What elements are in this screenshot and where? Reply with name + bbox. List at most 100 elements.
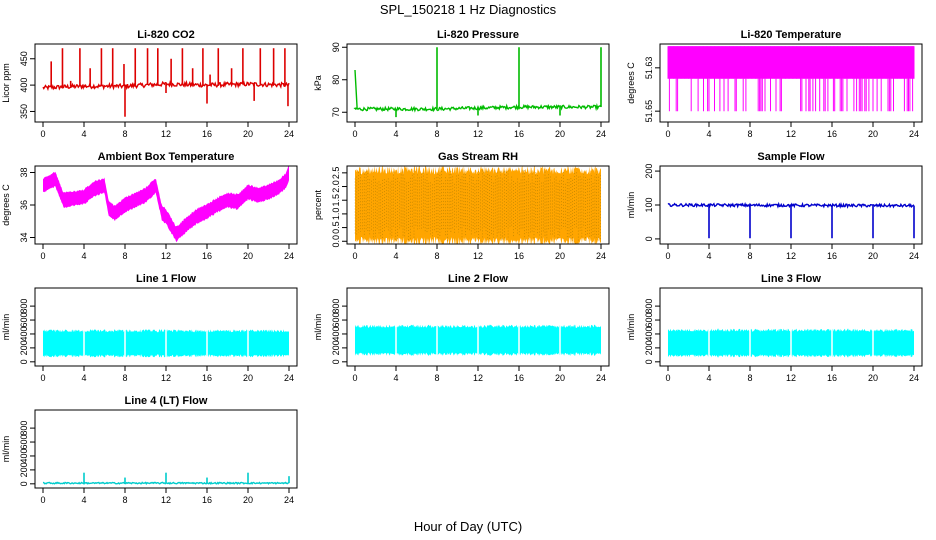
panel-10-series (42, 472, 290, 486)
panel-8-y-tick-label-2: 200 (331, 340, 341, 355)
panel-8-y-tick-label-5: 800 (331, 299, 341, 314)
panel-3-x-tick-label-12: 12 (786, 129, 796, 139)
panel-1-y-tick-label-2: 400 (19, 78, 29, 93)
panel-4-x-tick-label-12: 12 (161, 251, 171, 261)
panel-2-y-axis-label: kPa (313, 75, 323, 91)
panel-7-x-tick-label-16: 16 (202, 373, 212, 383)
panel-4-x-tick-label-4: 4 (81, 251, 86, 261)
figure-title: SPL_150218 1 Hz Diagnostics (380, 2, 557, 17)
panel-2-x-tick-label-24: 24 (596, 129, 606, 139)
panel-7-x-tick-label-20: 20 (243, 373, 253, 383)
panel-1: Li-820 CO2 Licor ppm 0 4 8 12 16 20 24 350 400 450 (1, 29, 298, 139)
panel-7-y-axis-label: ml/min (1, 314, 11, 341)
panel-2-line (353, 69, 602, 113)
panel-7-x-tick-label-12: 12 (161, 373, 171, 383)
panel-5-x-tick-label-8: 8 (434, 251, 439, 261)
panel-9-y-tick-label-4: 600 (644, 313, 654, 328)
panel-4-band-fill (43, 166, 289, 243)
panel-6-x-tick-label-4: 4 (706, 251, 711, 261)
panel-3-y-tick-label-1: 51.65 (644, 100, 654, 123)
panel-10-x-tick-label-12: 12 (161, 495, 171, 505)
panel-9-y-tick-label-1: 0 (644, 359, 654, 364)
panel-1-series (42, 48, 290, 117)
panel-2-x-tick-label-0: 0 (352, 129, 357, 139)
panel-9-x-tick-label-24: 24 (909, 373, 919, 383)
panel-4-y-axis-label: degrees C (1, 184, 11, 226)
panel-1-x-tick-label-4: 4 (81, 129, 86, 139)
panel-6-x-tick-label-20: 20 (868, 251, 878, 261)
panel-10-y-tick-label-2: 200 (19, 462, 29, 477)
panel-8-x-tick-label-16: 16 (514, 373, 524, 383)
panel-1-title: Li-820 CO2 (137, 29, 194, 41)
panel-5-y-axis-label: percent (313, 189, 323, 220)
panel-7-y-tick-label-4: 600 (19, 313, 29, 328)
panel-2-x-tick-label-4: 4 (393, 129, 398, 139)
panel-8-x-tick-label-0: 0 (352, 373, 357, 383)
panel-1-x-tick-label-20: 20 (243, 129, 253, 139)
panel-2-x-tick-label-20: 20 (555, 129, 565, 139)
panel-9-x-tick-label-12: 12 (786, 373, 796, 383)
panel-2: Li-820 Pressure kPa 0 4 8 12 16 20 24 70 80 90 (313, 29, 610, 139)
panel-10-y-tick-label-4: 600 (19, 435, 29, 450)
panel-10-y-tick-label-3: 400 (19, 448, 29, 463)
panel-3-x-tick-label-4: 4 (706, 129, 711, 139)
panel-4-y-tick-label-3: 38 (19, 167, 29, 177)
panel-9-series (668, 288, 914, 366)
panel-6-x-tick-label-0: 0 (665, 251, 670, 261)
panel-5-x-tick-label-0: 0 (352, 251, 357, 261)
panel-9-y-tick-label-2: 200 (644, 340, 654, 355)
panel-3-series (667, 46, 915, 112)
panel-10-y-axis-label: ml/min (1, 436, 11, 463)
panel-7: Line 1 Flow ml/min 0 4 8 12 16 20 24 0 20040060080… (1, 273, 298, 383)
panel-7-title: Line 1 Flow (136, 273, 196, 285)
panel-5-y-tick-label-2: 0.5 (331, 221, 341, 234)
figure-x-axis-label: Hour of Day (UTC) (414, 519, 522, 534)
panel-3-title: Li-820 Temperature (741, 29, 842, 41)
panel-7-x-tick-label-8: 8 (122, 373, 127, 383)
panel-5-band-fill (355, 166, 601, 244)
panel-2-series (353, 47, 602, 118)
panel-4-x-tick-label-16: 16 (202, 251, 212, 261)
panel-7-y-tick-label-5: 800 (19, 299, 29, 314)
panel-7-y-tick-label-3: 400 (19, 326, 29, 341)
panel-10-x-tick-label-16: 16 (202, 495, 212, 505)
panel-8-series (355, 288, 601, 366)
panel-7-y-tick-label-2: 200 (19, 340, 29, 355)
panel-6-y-tick-label-2: 100 (644, 197, 654, 212)
panel-10-x-tick-label-4: 4 (81, 495, 86, 505)
panel-6-series (667, 201, 915, 239)
panel-3-x-tick-label-24: 24 (909, 129, 919, 139)
panel-5-y-tick-label-6: 2.5 (331, 167, 341, 180)
panel-1-y-tick-label-3: 450 (19, 51, 29, 66)
panel-4-series (43, 166, 289, 243)
panel-3-y-axis-label: degrees C (626, 62, 636, 104)
panel-3-x-tick-label-20: 20 (868, 129, 878, 139)
panel-4-title: Ambient Box Temperature (98, 151, 235, 163)
panel-6-y-axis-label: ml/min (626, 192, 636, 219)
panel-4-x-tick-label-24: 24 (284, 251, 294, 261)
panel-10: Line 4 (LT) Flow ml/min 0 4 8 12 16 20 24 0 200400… (1, 395, 298, 505)
panel-6-x-tick-label-8: 8 (747, 251, 752, 261)
panel-5-y-tick-label-1: 0.0 (331, 235, 341, 248)
panel-1-y-axis-label: Licor ppm (1, 63, 11, 103)
panel-5-band-texture (354, 170, 601, 242)
panel-9-title: Line 3 Flow (761, 273, 821, 285)
panel-7-series (43, 288, 289, 366)
panel-3-band-drops (667, 46, 915, 112)
panel-9-x-tick-label-4: 4 (706, 373, 711, 383)
panel-9-x-tick-label-0: 0 (665, 373, 670, 383)
panel-2-x-tick-label-16: 16 (514, 129, 524, 139)
panel-1-x-tick-label-8: 8 (122, 129, 127, 139)
panel-4: Ambient Box Temperature degrees C 0 4 8 12 16 2… (1, 151, 298, 261)
panel-5-x-tick-label-24: 24 (596, 251, 606, 261)
panel-2-x-tick-label-12: 12 (473, 129, 483, 139)
panel-9-y-axis-label: ml/min (626, 314, 636, 341)
panel-4-x-tick-label-0: 0 (40, 251, 45, 261)
panel-4-x-tick-label-8: 8 (122, 251, 127, 261)
panel-10-y-tick-label-1: 0 (19, 481, 29, 486)
panel-6: Sample Flow ml/min 0 4 8 12 16 20 24 0 100 200 (626, 151, 923, 261)
panel-1-x-tick-label-0: 0 (40, 129, 45, 139)
panel-3-x-tick-label-16: 16 (827, 129, 837, 139)
panel-8-y-tick-label-4: 600 (331, 313, 341, 328)
